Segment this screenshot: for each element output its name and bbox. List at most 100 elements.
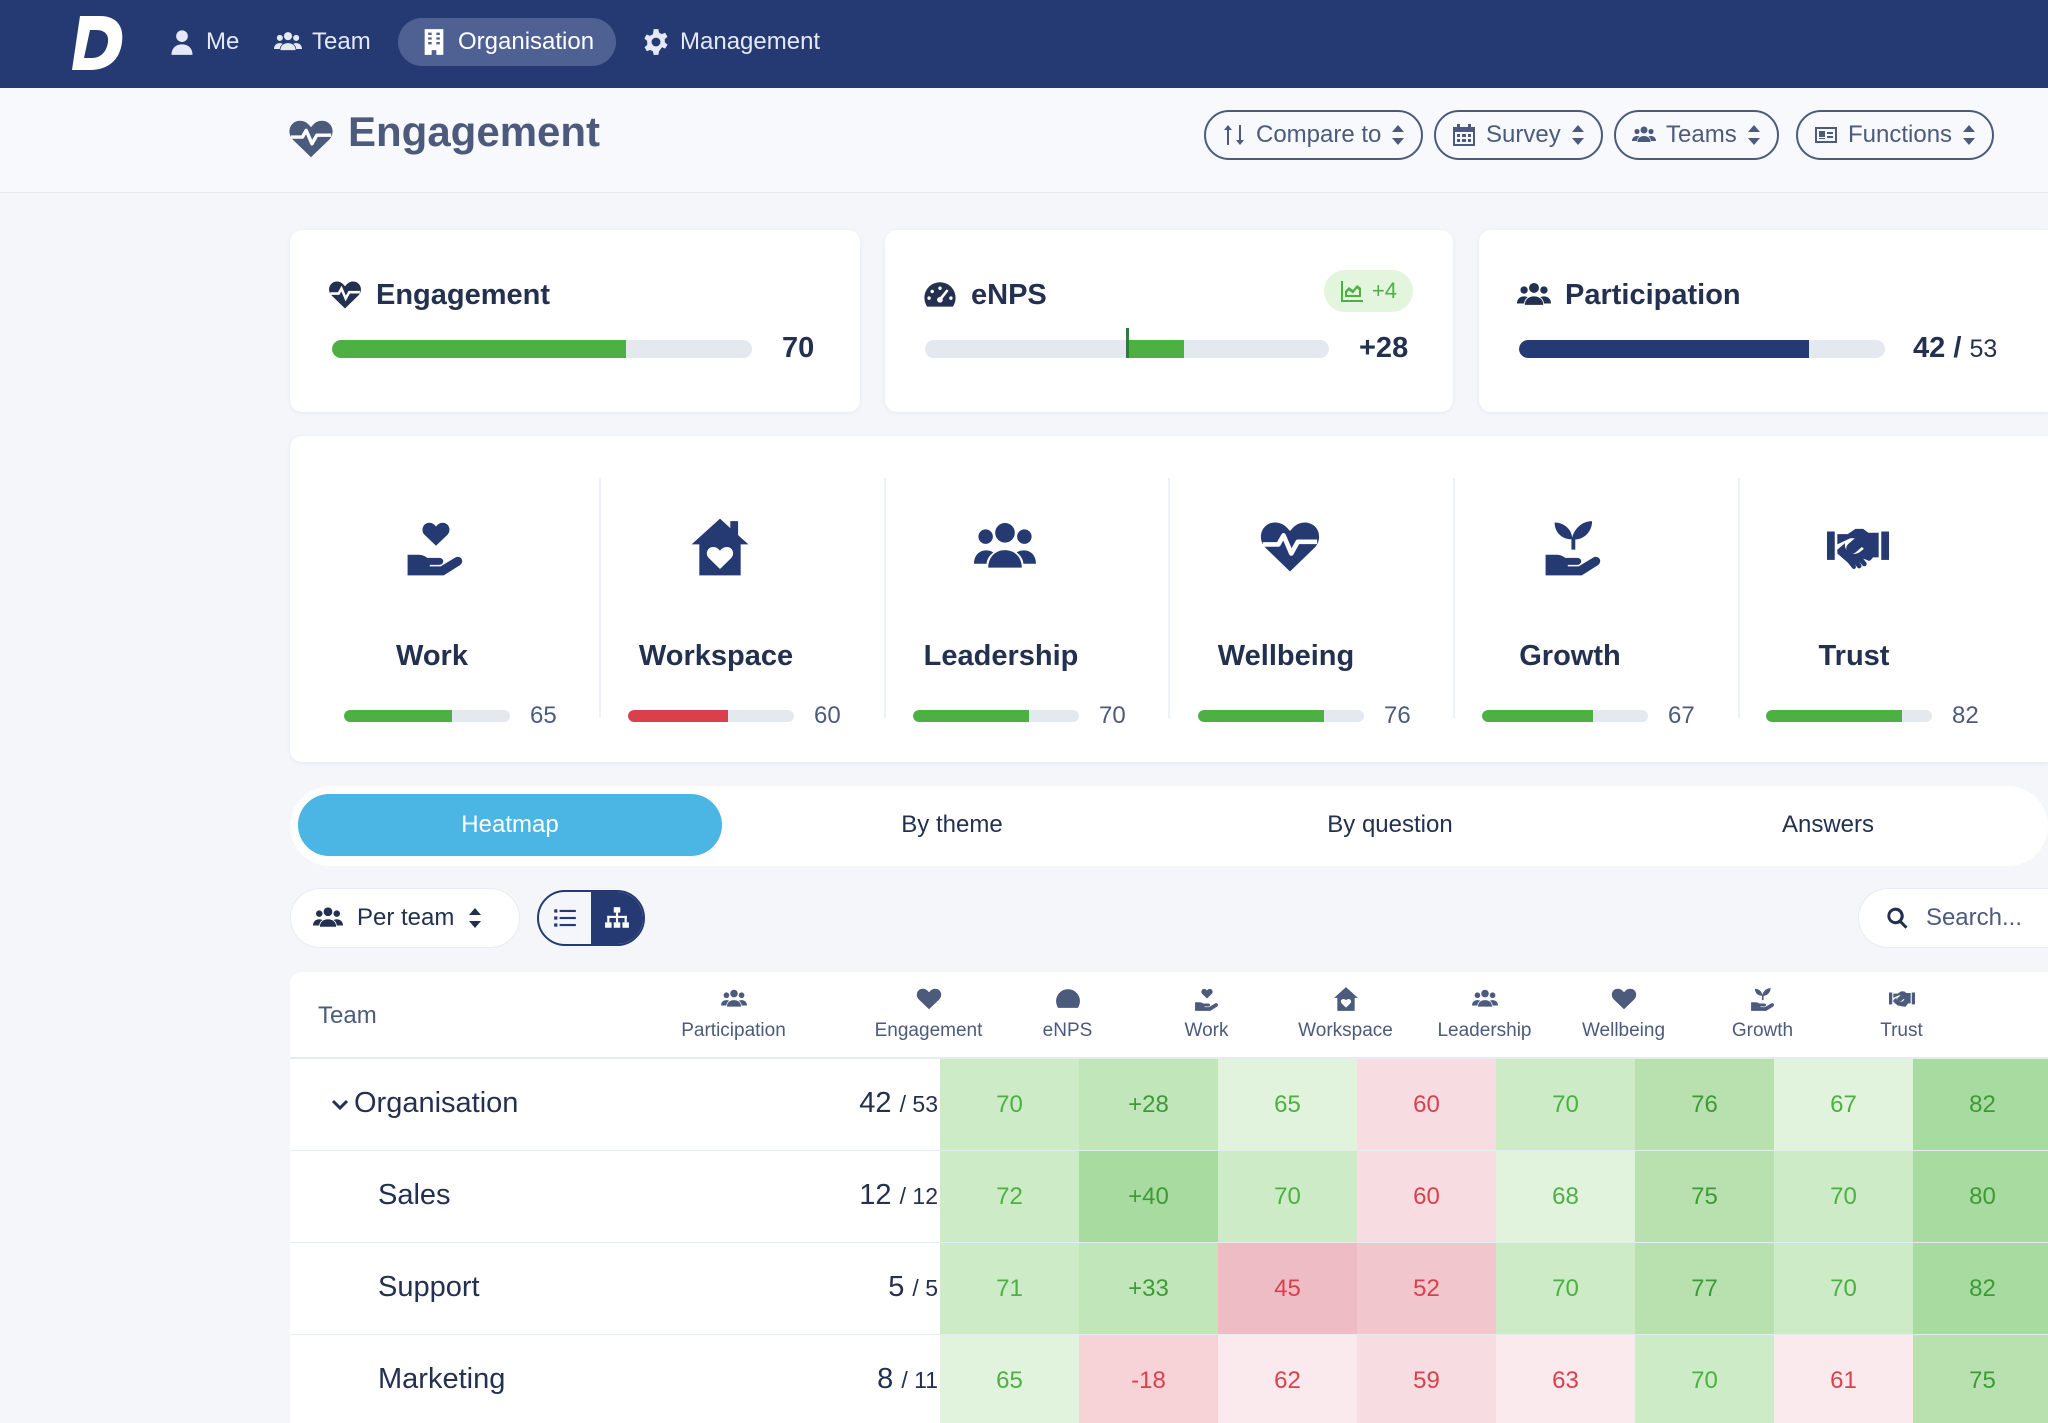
heatmap-cell-growth[interactable]: 67	[1774, 1059, 1913, 1151]
heatmap-cell-growth[interactable]: 70	[1774, 1151, 1913, 1243]
table-row[interactable]: Support 5 / 5 71 +33 45 52 70 77 70 82	[290, 1242, 2048, 1335]
column-header-label: Participation	[681, 1020, 786, 1041]
heatmap-cell-engagement[interactable]: 72	[940, 1151, 1079, 1243]
nav-item-me[interactable]: Me	[146, 18, 261, 66]
heatmap-cell-work[interactable]: 70	[1218, 1151, 1357, 1243]
theme-trust[interactable]: Trust 82	[1712, 478, 1996, 729]
enps-value: +28	[1359, 332, 1409, 364]
theme-bar-fill	[1482, 710, 1594, 722]
participation-cell: 5 / 5	[780, 1271, 938, 1304]
group-by-dropdown[interactable]: Per team	[290, 888, 520, 948]
table-row[interactable]: Organisation 42 / 53 70 +28 65 60 70 76 67 82	[290, 1058, 2048, 1151]
heatmap-cell-workspace[interactable]: 60	[1357, 1059, 1496, 1151]
heatmap-cell-engagement[interactable]: 70	[940, 1059, 1079, 1151]
heatmap-cell-wellbeing[interactable]: 77	[1635, 1243, 1774, 1335]
column-header-engagement[interactable]: Engagement	[859, 986, 998, 1056]
heatmap-cell-enps[interactable]: +40	[1079, 1151, 1218, 1243]
heatmap-cell-leadership[interactable]: 70	[1496, 1243, 1635, 1335]
nav-item-label: Team	[312, 28, 371, 55]
heatmap-cell-growth[interactable]: 70	[1774, 1243, 1913, 1335]
heatmap-cell-leadership[interactable]: 70	[1496, 1059, 1635, 1151]
survey-dropdown[interactable]: Survey	[1434, 110, 1603, 160]
heatmap-cell-workspace[interactable]: 59	[1357, 1335, 1496, 1423]
nav-item-team[interactable]: Team	[252, 18, 393, 66]
heatmap-cell-work[interactable]: 62	[1218, 1335, 1357, 1423]
column-header-participation[interactable]: Participation	[664, 986, 803, 1056]
heatmap-cell-trust[interactable]: 82	[1913, 1059, 2048, 1151]
heatmap-cell-wellbeing[interactable]: 70	[1635, 1335, 1774, 1423]
column-header-enps[interactable]: eNPS	[998, 986, 1137, 1056]
tab-by-theme[interactable]: By theme	[901, 811, 1003, 838]
column-header-growth[interactable]: Growth	[1693, 986, 1832, 1056]
list-view-button[interactable]	[539, 892, 591, 944]
participation-card: Participation 42 / 53	[1479, 230, 2048, 412]
participation-total: / 11	[901, 1367, 938, 1393]
heatmap-cell-workspace[interactable]: 60	[1357, 1151, 1496, 1243]
table-row[interactable]: Sales 12 / 12 72 +40 70 60 68 75 70 80	[290, 1150, 2048, 1243]
heatmap-cell-work[interactable]: 45	[1218, 1243, 1357, 1335]
chevron-down-icon[interactable]	[330, 1095, 350, 1115]
heatmap-cell-trust[interactable]: 80	[1913, 1151, 2048, 1243]
participation-cell: 8 / 11	[780, 1363, 938, 1396]
dropdown-label: Survey	[1486, 121, 1561, 148]
column-header-work[interactable]: Work	[1137, 986, 1276, 1056]
heatmap-cell-enps[interactable]: +28	[1079, 1059, 1218, 1151]
dropdown-label: Teams	[1666, 121, 1737, 148]
heart-icon	[916, 988, 941, 1010]
theme-name: Wellbeing	[1217, 640, 1355, 672]
nav-item-management[interactable]: Management	[620, 18, 842, 66]
functions-dropdown[interactable]: Functions	[1796, 110, 1995, 160]
heatmap-cell-engagement[interactable]: 71	[940, 1243, 1079, 1335]
chart-area-icon	[1340, 281, 1363, 302]
participation-count: 42 /	[1913, 332, 1962, 364]
themes-card: Work 65 Workspace 60 Leadership 70 Wellb…	[290, 436, 2048, 762]
search-input[interactable]: Search...	[1858, 888, 2048, 948]
gauge-icon	[1055, 989, 1080, 1008]
heatmap-cell-enps[interactable]: +33	[1079, 1243, 1218, 1335]
hierarchy-view-button[interactable]	[591, 892, 643, 944]
theme-bar	[913, 710, 1079, 722]
theme-leadership[interactable]: Leadership 70	[859, 478, 1143, 729]
heatmap-cell-growth[interactable]: 61	[1774, 1335, 1913, 1423]
view-tabs: Heatmap By theme By question Answers	[290, 786, 2048, 866]
theme-growth[interactable]: Growth 67	[1428, 478, 1712, 729]
column-header-wellbeing[interactable]: Wellbeing	[1554, 986, 1693, 1056]
card-title: eNPS	[923, 278, 1047, 312]
theme-bar-fill	[913, 710, 1030, 722]
team-column-header: Team	[318, 1002, 377, 1029]
theme-wellbeing[interactable]: Wellbeing 76	[1144, 478, 1428, 729]
compare-to-dropdown[interactable]: Compare to	[1204, 110, 1424, 160]
engagement-card: Engagement 70	[290, 230, 860, 412]
nav-item-organisation[interactable]: Organisation	[398, 18, 617, 66]
theme-work[interactable]: Work 65	[290, 478, 574, 729]
column-header-label: Engagement	[874, 1020, 983, 1041]
column-header-leadership[interactable]: Leadership	[1415, 986, 1554, 1056]
table-row[interactable]: Marketing 8 / 11 65 -18 62 59 63 70 61 75	[290, 1334, 2048, 1423]
tab-by-question[interactable]: By question	[1327, 811, 1453, 838]
dropdown-label: Functions	[1848, 121, 1953, 148]
gear-icon	[644, 29, 668, 55]
heatmap-cell-trust[interactable]: 82	[1913, 1243, 2048, 1335]
app-logo[interactable]	[72, 12, 126, 74]
heatmap-cell-wellbeing[interactable]: 75	[1635, 1151, 1774, 1243]
heatmap-cell-engagement[interactable]: 65	[940, 1335, 1079, 1423]
column-header-workspace[interactable]: Workspace	[1276, 986, 1415, 1056]
users-icon	[1632, 126, 1656, 142]
heatmap-cell-wellbeing[interactable]: 76	[1635, 1059, 1774, 1151]
teams-dropdown[interactable]: Teams	[1614, 110, 1779, 160]
theme-name: Leadership	[923, 640, 1079, 672]
tab-heatmap[interactable]: Heatmap	[298, 794, 722, 856]
heatmap-cell-leadership[interactable]: 63	[1496, 1335, 1635, 1423]
theme-name: Growth	[1519, 640, 1621, 672]
heatmap-cell-leadership[interactable]: 68	[1496, 1151, 1635, 1243]
theme-workspace[interactable]: Workspace 60	[574, 478, 858, 729]
column-header-trust[interactable]: Trust	[1832, 986, 1971, 1056]
tab-answers[interactable]: Answers	[1781, 811, 1875, 838]
heatmap-table: Team Participation Engagement eNPS Work Work…	[290, 972, 2048, 1423]
heartbeat-icon	[1260, 522, 1320, 572]
heatmap-cell-enps[interactable]: -18	[1079, 1335, 1218, 1423]
heatmap-cell-work[interactable]: 65	[1218, 1059, 1357, 1151]
heatmap-cell-trust[interactable]: 75	[1913, 1335, 2048, 1423]
hand-heart-icon	[1194, 988, 1218, 1011]
heatmap-cell-workspace[interactable]: 52	[1357, 1243, 1496, 1335]
